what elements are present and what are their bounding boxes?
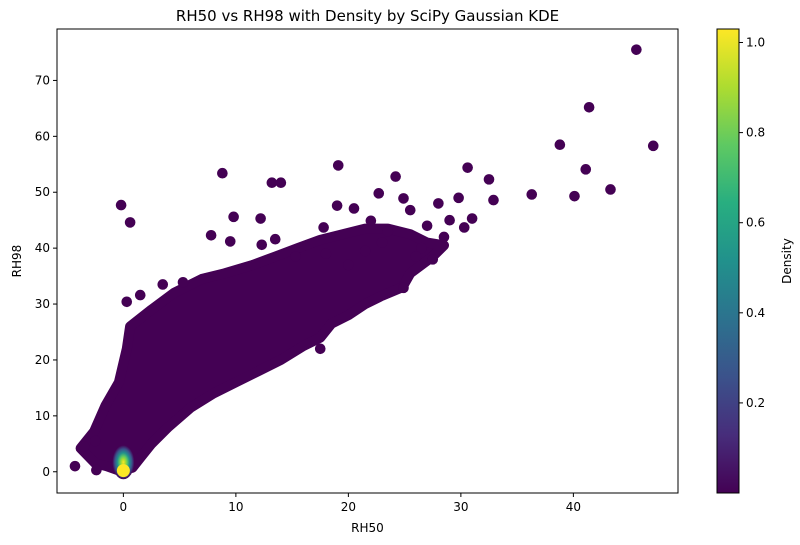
scatter-point [438, 231, 450, 243]
scatter-point [318, 222, 329, 233]
colorbar-tick-label: 0.8 [746, 126, 765, 140]
x-axis: 0 10 20 30 40 [120, 493, 581, 514]
scatter-point [121, 296, 133, 308]
density-peak-point [116, 464, 130, 478]
scatter-point [462, 162, 473, 173]
scatter-point [157, 279, 169, 290]
y-tick-label: 30 [35, 297, 50, 311]
colorbar-label: Density [780, 238, 794, 284]
scatter-point [382, 226, 394, 237]
scatter-point [433, 198, 444, 209]
scatter-point [376, 237, 388, 248]
scatter-point [224, 236, 236, 247]
scatter-point [410, 251, 422, 262]
scatter-point [177, 276, 189, 288]
scatter-point [275, 177, 287, 189]
colorbar: 0.2 0.4 0.6 0.8 1.0 Density [716, 28, 794, 494]
scatter-point [398, 193, 409, 204]
colorbar-tick-label: 1.0 [746, 36, 765, 50]
scatter-point [348, 203, 360, 214]
density-cloud [75, 223, 449, 476]
colorbar-tick-label: 0.2 [746, 396, 765, 410]
y-tick-label: 60 [35, 129, 50, 143]
scatter-point [205, 229, 217, 241]
scatter-point [466, 213, 478, 224]
scatter-point [332, 160, 344, 171]
scatter-point [331, 200, 343, 211]
scatter-point [78, 441, 90, 452]
x-tick-label: 0 [120, 500, 128, 514]
scatter-point [416, 242, 427, 254]
colorbar-tick-label: 0.4 [746, 306, 765, 320]
x-axis-label: RH50 [351, 521, 384, 535]
scatter-point [365, 215, 377, 227]
y-axis-label: RH98 [10, 245, 24, 278]
plot-area [69, 44, 659, 480]
scatter-point [290, 251, 301, 262]
scatter-point [390, 171, 401, 182]
y-axis: 0 10 20 30 40 50 60 70 [35, 73, 57, 479]
scatter-points [69, 44, 659, 476]
plot-frame [56, 28, 679, 494]
x-tick-label: 40 [566, 500, 581, 514]
scatter-point [421, 220, 433, 232]
scatter-point [647, 140, 659, 152]
scatter-point [488, 194, 499, 206]
scatter-point [631, 44, 642, 55]
colorbar-ticks: 0.2 0.4 0.6 0.8 1.0 [739, 36, 765, 410]
scatter-point [373, 188, 385, 199]
scatter-point [69, 460, 81, 472]
scatter-point [115, 199, 127, 211]
scatter-point [320, 248, 332, 260]
x-tick-label: 20 [341, 500, 356, 514]
scatter-point [483, 174, 495, 185]
scatter-point [554, 139, 566, 151]
scatter-point [89, 435, 101, 447]
y-tick-label: 70 [35, 73, 50, 87]
scatter-point [583, 101, 595, 113]
scatter-point [458, 222, 470, 233]
scatter-point [526, 189, 538, 200]
y-tick-label: 20 [35, 353, 50, 367]
scatter-point [580, 164, 592, 175]
scatter-point [343, 259, 354, 271]
scatter-point [427, 254, 439, 265]
scatter-point [124, 217, 136, 228]
chart-title: RH50 vs RH98 with Density by SciPy Gauss… [176, 7, 559, 25]
y-tick-label: 0 [42, 465, 50, 479]
scatter-point [398, 282, 409, 294]
scatter-point [256, 239, 268, 251]
colorbar-gradient [716, 28, 740, 494]
scatter-point [269, 233, 281, 245]
scatter-point [453, 192, 464, 204]
scatter-point [359, 245, 371, 257]
y-tick-label: 40 [35, 241, 50, 255]
colorbar-tick-label: 0.6 [746, 216, 765, 230]
scatter-point [314, 343, 326, 355]
scatter-point [605, 184, 616, 195]
scatter-point [228, 211, 239, 223]
scatter-point [217, 167, 228, 179]
x-tick-label: 10 [228, 500, 243, 514]
scatter-point [404, 204, 416, 216]
scatter-point [134, 289, 146, 301]
y-tick-label: 10 [35, 409, 50, 423]
y-tick-label: 50 [35, 185, 50, 199]
scatter-point [255, 213, 266, 224]
scatter-point [91, 464, 102, 476]
scatter-point [266, 177, 278, 189]
x-tick-label: 30 [453, 500, 468, 514]
scatter-point [569, 190, 580, 202]
scatter-point [444, 214, 455, 226]
